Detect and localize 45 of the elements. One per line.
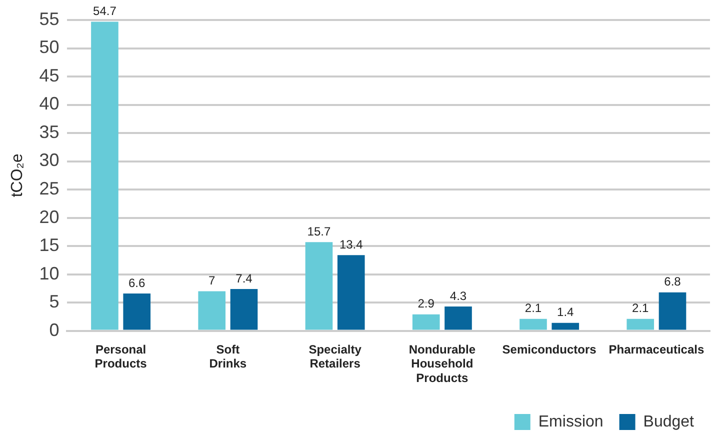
- data-label: 15.7: [307, 224, 331, 238]
- legend-label: Emission: [538, 413, 604, 430]
- bar: [91, 22, 118, 330]
- y-tick-label: 20: [39, 206, 60, 227]
- x-tick-label: Personal Products: [94, 342, 148, 371]
- y-tick-label: 25: [39, 178, 60, 198]
- bar: [626, 318, 654, 330]
- y-tick-label: 55: [39, 8, 60, 29]
- bar: [198, 291, 226, 330]
- bar: [305, 242, 333, 330]
- data-label: 6.8: [664, 274, 682, 289]
- x-tick-label: Specialty Retailers: [308, 342, 362, 371]
- data-label: 4.3: [450, 288, 467, 303]
- bar: [444, 306, 472, 330]
- bar: [123, 294, 151, 330]
- bar: [658, 292, 686, 330]
- x-tick-label: Soft Drinks: [209, 342, 247, 371]
- y-tick-label: 10: [39, 263, 60, 284]
- data-label: 2.1: [524, 301, 542, 316]
- y-tick-label: 0: [49, 320, 60, 340]
- bar: [337, 255, 365, 330]
- y-tick-label: 30: [39, 150, 60, 170]
- data-label: 13.4: [339, 237, 364, 252]
- bar: [552, 322, 580, 330]
- data-label: 54.7: [93, 4, 117, 18]
- y-tick-label: 45: [39, 65, 60, 86]
- y-tick-label: 15: [39, 235, 60, 256]
- x-tick-label: Semiconductors: [502, 342, 597, 356]
- legend-label: Budget: [643, 413, 695, 430]
- x-tick-label: Pharmaceuticals: [608, 342, 704, 356]
- data-label: 1.4: [557, 305, 574, 320]
- y-tick-label: 35: [39, 122, 60, 142]
- y-tick-label: 5: [49, 292, 60, 312]
- data-label: 7: [208, 274, 216, 288]
- data-label: 2.1: [632, 301, 650, 316]
- y-tick-label: 50: [39, 37, 60, 58]
- bar: [412, 314, 440, 330]
- bar: [230, 288, 258, 330]
- data-label: 2.9: [418, 296, 435, 311]
- y-tick-label: 40: [39, 94, 60, 114]
- data-label: 6.6: [128, 276, 146, 290]
- x-tick-label: Nondurable Household Products: [408, 342, 476, 386]
- bar: [520, 318, 547, 330]
- data-label: 7.4: [236, 271, 253, 286]
- y-axis-title: tCO₂e: [9, 154, 26, 198]
